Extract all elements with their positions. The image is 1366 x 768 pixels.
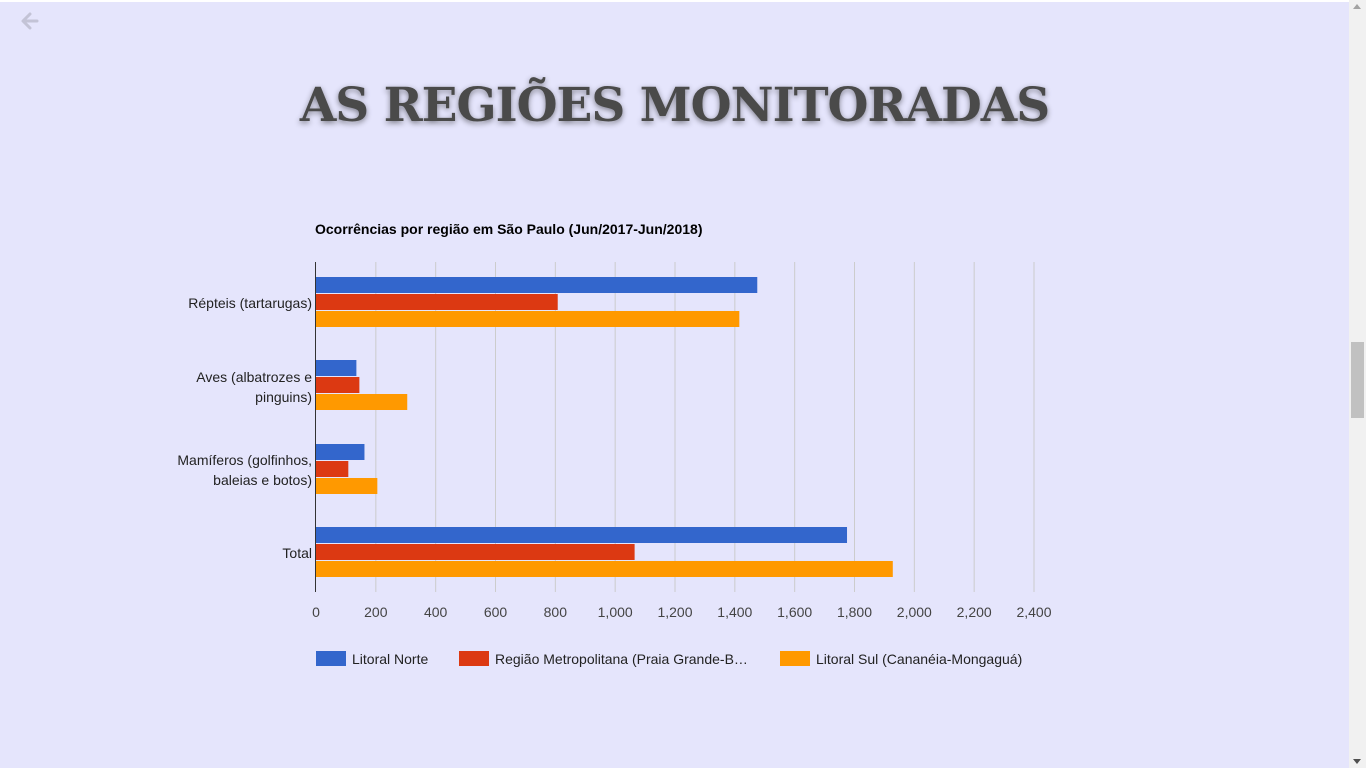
bar xyxy=(316,277,758,293)
bar xyxy=(316,461,349,477)
legend-label: Litoral Sul (Cananéia-Mongaguá) xyxy=(816,651,1022,667)
x-tick-label: 2,200 xyxy=(957,604,992,620)
legend-swatch xyxy=(780,651,810,666)
bar xyxy=(316,311,740,327)
scroll-down-icon[interactable] xyxy=(1353,759,1361,764)
category-label: Mamíferos (golfinhos, xyxy=(177,452,312,468)
page-title: AS REGIÕES MONITORADAS xyxy=(299,78,1050,133)
bar xyxy=(316,444,365,460)
x-tick-label: 2,400 xyxy=(1016,604,1051,620)
bar xyxy=(316,544,635,560)
bar xyxy=(316,478,378,494)
category-label: Aves (albatrozes e xyxy=(196,369,312,385)
bar xyxy=(316,294,558,310)
bar xyxy=(316,561,893,577)
vertical-scrollbar[interactable] xyxy=(1349,0,1366,768)
arrow-left-icon xyxy=(20,11,40,36)
x-tick-label: 1,800 xyxy=(837,604,872,620)
x-tick-label: 400 xyxy=(424,604,448,620)
x-tick-label: 1,400 xyxy=(717,604,752,620)
category-label: Répteis (tartarugas) xyxy=(188,295,312,311)
back-button[interactable] xyxy=(14,8,46,38)
x-tick-label: 1,200 xyxy=(657,604,692,620)
legend-swatch xyxy=(459,651,489,666)
legend-label: Litoral Norte xyxy=(352,651,428,667)
x-tick-label: 0 xyxy=(312,604,320,620)
x-tick-label: 2,000 xyxy=(897,604,932,620)
legend-label: Região Metropolitana (Praia Grande-B… xyxy=(495,651,748,667)
scrollbar-thumb[interactable] xyxy=(1351,342,1364,418)
bar xyxy=(316,527,848,543)
x-tick-label: 200 xyxy=(364,604,388,620)
bar xyxy=(316,394,408,410)
x-tick-label: 800 xyxy=(544,604,568,620)
top-strip xyxy=(0,0,1366,2)
chart-title: Ocorrências por região em São Paulo (Jun… xyxy=(315,221,703,237)
x-tick-label: 1,000 xyxy=(598,604,633,620)
x-tick-label: 600 xyxy=(484,604,508,620)
scroll-up-icon[interactable] xyxy=(1353,4,1361,9)
bar xyxy=(316,377,360,393)
legend-swatch xyxy=(316,651,346,666)
bar xyxy=(316,360,357,376)
category-label: baleias e botos) xyxy=(213,472,312,488)
x-tick-label: 1,600 xyxy=(777,604,812,620)
category-label: Total xyxy=(282,545,312,561)
category-label: pinguins) xyxy=(255,389,312,405)
